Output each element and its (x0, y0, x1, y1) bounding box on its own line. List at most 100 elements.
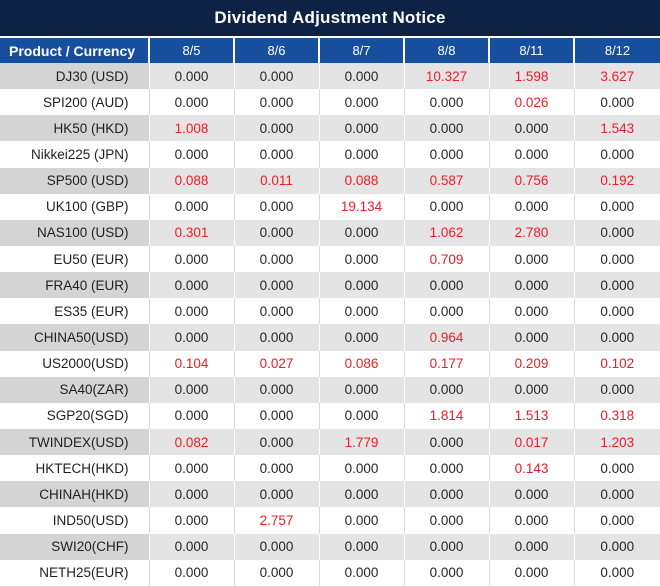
dividend-value-cell: 0.000 (403, 272, 489, 299)
dividend-value-cell: 0.000 (403, 193, 489, 220)
dividend-value-cell: 0.000 (318, 533, 404, 560)
product-cell: FRA40 (EUR) (0, 272, 149, 299)
table-row: NAS100 (USD) 0.301 0.000 0.000 1.062 2.780 0.0… (0, 219, 660, 246)
dividend-value-cell: 0.082 (148, 428, 234, 456)
dividend-value-cell: 2.757 (233, 507, 319, 534)
dividend-value-cell: 0.000 (233, 245, 319, 273)
product-cell: US2000(USD) (0, 350, 149, 377)
dividend-value-cell: 1.513 (488, 402, 574, 429)
dividend-value-cell: 0.000 (573, 298, 660, 325)
dividend-value-cell: 0.000 (233, 428, 319, 456)
date-column-header: 8/8 (403, 36, 489, 63)
dividend-value-cell: 2.780 (488, 219, 574, 246)
dividend-value-cell: 0.000 (318, 272, 404, 299)
dividend-value-cell: 0.000 (573, 272, 660, 299)
dividend-value-cell: 0.000 (488, 507, 574, 534)
dividend-value-cell: 0.000 (403, 455, 489, 482)
dividend-value-cell: 0.000 (233, 559, 319, 587)
date-column-header: 8/6 (233, 36, 319, 63)
dividend-value-cell: 0.000 (148, 533, 234, 560)
dividend-value-cell: 0.000 (488, 193, 574, 220)
header-row: Product / Currency 8/5 8/6 8/7 8/8 8/11 8/12 (0, 36, 660, 63)
dividend-value-cell: 0.000 (488, 376, 574, 403)
dividend-value-cell: 0.000 (318, 376, 404, 403)
dividend-value-cell: 0.000 (318, 402, 404, 429)
dividend-value-cell: 1.062 (403, 219, 489, 246)
dividend-value-cell: 0.000 (233, 533, 319, 560)
dividend-value-cell: 19.134 (318, 193, 404, 220)
dividend-value-cell: 0.000 (403, 376, 489, 403)
table-row: US2000(USD) 0.104 0.027 0.086 0.177 0.209 0.10… (0, 350, 660, 377)
dividend-value-cell: 0.000 (148, 63, 234, 90)
product-cell: ES35 (EUR) (0, 298, 149, 325)
dividend-value-cell: 0.000 (148, 89, 234, 116)
table-row: HKTECH(HKD) 0.000 0.000 0.000 0.000 0.143 0.00… (0, 455, 660, 482)
dividend-value-cell: 0.000 (403, 298, 489, 325)
dividend-value-cell: 0.000 (148, 245, 234, 273)
dividend-value-cell: 1.779 (318, 428, 404, 456)
dividend-value-cell: 0.000 (318, 115, 404, 142)
dividend-value-cell: 0.000 (233, 141, 319, 168)
table-row: DJ30 (USD) 0.000 0.000 0.000 10.327 1.598 3.62… (0, 63, 660, 90)
dividend-value-cell: 0.000 (148, 481, 234, 508)
dividend-value-cell: 1.008 (148, 115, 234, 142)
dividend-value-cell: 0.000 (403, 428, 489, 456)
dividend-value-cell: 0.000 (318, 89, 404, 116)
dividend-value-cell: 0.000 (403, 559, 489, 587)
dividend-value-cell: 10.327 (403, 63, 489, 90)
dividend-value-cell: 0.088 (148, 167, 234, 194)
dividend-value-cell: 0.000 (573, 324, 660, 351)
product-cell: SGP20(SGD) (0, 402, 149, 429)
dividend-value-cell: 0.000 (318, 324, 404, 351)
dividend-value-cell: 0.301 (148, 219, 234, 246)
dividend-value-cell: 0.000 (233, 89, 319, 116)
dividend-value-cell: 0.000 (488, 115, 574, 142)
table-row: NETH25(EUR) 0.000 0.000 0.000 0.000 0.000 0.00… (0, 559, 660, 587)
product-cell: TWINDEX(USD) (0, 428, 149, 456)
dividend-value-cell: 0.709 (403, 245, 489, 273)
table-row: SA40(ZAR) 0.000 0.000 0.000 0.000 0.000 0.000 (0, 376, 660, 403)
dividend-value-cell: 0.000 (403, 533, 489, 560)
dividend-value-cell: 0.000 (233, 63, 319, 90)
product-cell: UK100 (GBP) (0, 193, 149, 220)
dividend-value-cell: 0.000 (488, 298, 574, 325)
dividend-value-cell: 0.104 (148, 350, 234, 377)
dividend-value-cell: 0.143 (488, 455, 574, 482)
dividend-value-cell: 0.756 (488, 167, 574, 194)
product-cell: SPI200 (AUD) (0, 89, 149, 116)
dividend-value-cell: 0.000 (573, 559, 660, 587)
dividend-value-cell: 0.000 (233, 455, 319, 482)
product-currency-header: Product / Currency (0, 36, 149, 63)
dividend-value-cell: 1.598 (488, 63, 574, 90)
dividend-value-cell: 0.000 (233, 324, 319, 351)
table-row: CHINA50(USD) 0.000 0.000 0.000 0.964 0.000 0.0… (0, 324, 660, 351)
date-column-header: 8/5 (148, 36, 234, 63)
dividend-value-cell: 0.000 (318, 455, 404, 482)
product-cell: Nikkei225 (JPN) (0, 141, 149, 168)
dividend-value-cell: 0.000 (148, 376, 234, 403)
dividend-value-cell: 0.000 (148, 455, 234, 482)
dividend-value-cell: 0.000 (318, 141, 404, 168)
product-cell: CHINAH(HKD) (0, 481, 149, 508)
date-column-header: 8/7 (318, 36, 404, 63)
dividend-value-cell: 0.000 (233, 402, 319, 429)
dividend-value-cell: 0.000 (318, 559, 404, 587)
dividend-value-cell: 0.000 (318, 507, 404, 534)
dividend-value-cell: 0.011 (233, 167, 319, 194)
dividend-value-cell: 0.192 (573, 167, 660, 194)
dividend-value-cell: 0.000 (488, 141, 574, 168)
dividend-value-cell: 0.000 (488, 245, 574, 273)
dividend-value-cell: 0.000 (233, 272, 319, 299)
page-title: Dividend Adjustment Notice (0, 0, 660, 36)
table-row: SGP20(SGD) 0.000 0.000 0.000 1.814 1.513 0.318 (0, 402, 660, 429)
dividend-value-cell: 0.000 (573, 376, 660, 403)
dividend-value-cell: 0.000 (233, 481, 319, 508)
dividend-value-cell: 0.000 (573, 507, 660, 534)
table-row: CHINAH(HKD) 0.000 0.000 0.000 0.000 0.000 0.00… (0, 481, 660, 508)
product-cell: CHINA50(USD) (0, 324, 149, 351)
dividend-value-cell: 1.814 (403, 402, 489, 429)
product-cell: HK50 (HKD) (0, 115, 149, 142)
product-cell: SWI20(CHF) (0, 533, 149, 560)
table-row: SPI200 (AUD) 0.000 0.000 0.000 0.000 0.026 0.0… (0, 89, 660, 116)
